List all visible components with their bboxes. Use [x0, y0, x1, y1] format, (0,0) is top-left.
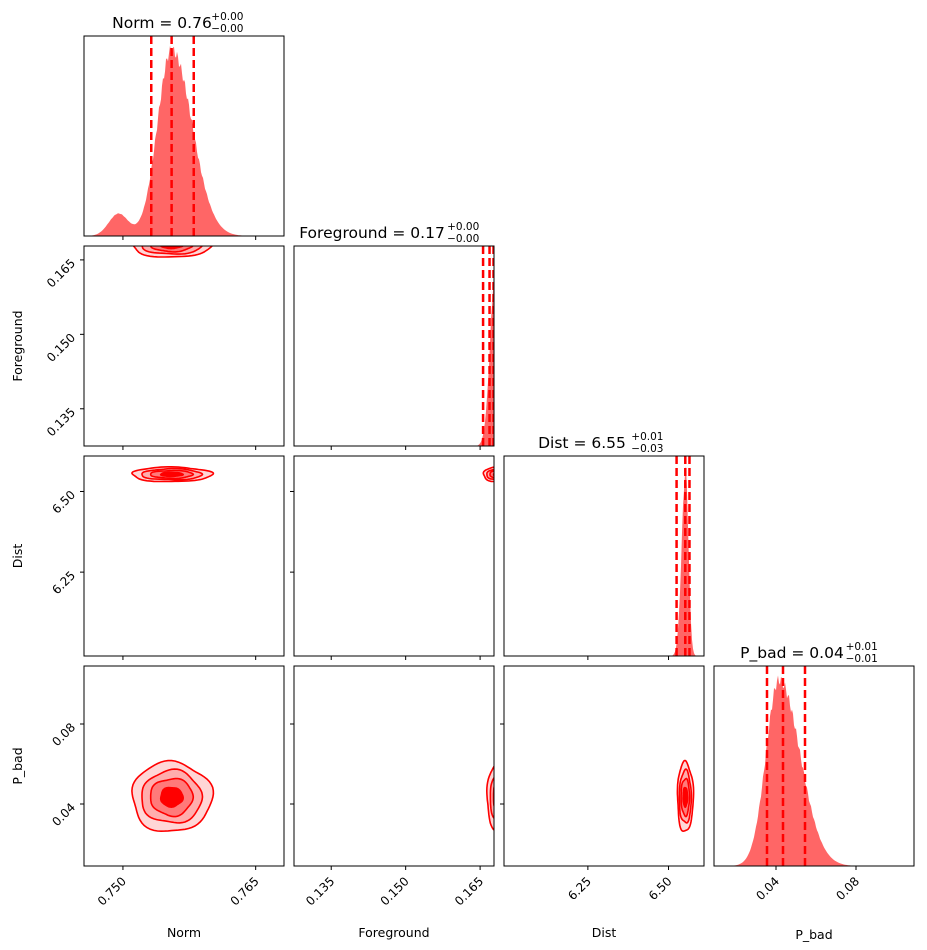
contour-level-4: [682, 786, 689, 809]
axes-frame-dist-foreground: [293, 455, 495, 657]
axes-frame-p_bad-dist: [503, 665, 705, 867]
axes-frame-dist-dist: [503, 455, 705, 657]
title-eq: =: [786, 644, 809, 662]
contours-foreground-vs-dist: [482, 466, 494, 483]
contour-level-2: [489, 776, 494, 820]
x-axis-label-foreground: Foreground: [358, 925, 429, 940]
contour-level-3: [492, 784, 494, 809]
panel-title-foreground: Foreground = 0.17 +0.00−0.00: [299, 221, 479, 245]
marginal-p_bad: [714, 666, 914, 866]
x-axis-label-dist: Dist: [592, 925, 617, 940]
title-main: Norm = 0.76: [112, 14, 212, 32]
contour-level-3: [489, 470, 494, 479]
y-axis-label-foreground: Foreground: [10, 310, 25, 381]
axes-frame-p_bad-p_bad: [713, 665, 915, 867]
axes-frame-dist-norm: [83, 455, 285, 657]
title-main: Foreground = 0.17: [299, 224, 445, 242]
title-value: 0.76: [177, 14, 212, 32]
title-value: 0.04: [809, 644, 844, 662]
x-axis-label-p_bad: P_bad: [795, 927, 832, 942]
panel-title-norm: Norm = 0.76 +0.00−0.00: [112, 11, 243, 35]
y-tick-label-foreground: 0.150: [44, 331, 78, 365]
contours-norm-vs-dist: [131, 466, 215, 483]
y-tick-label-dist: 6.50: [49, 488, 78, 517]
y-tick-label-foreground: 0.135: [44, 405, 78, 439]
title-plus-error: +0.01: [631, 431, 663, 443]
panel-title-dist: Dist = 6.55 +0.01−0.03: [538, 431, 663, 455]
title-eq: =: [569, 434, 592, 452]
y-tick-label-p_bad: 0.08: [49, 720, 78, 749]
x-tick-label-p_bad: 0.08: [833, 874, 862, 903]
marginal-foreground: [294, 246, 494, 446]
title-minus-error: −0.00: [447, 233, 479, 245]
title-name: Foreground: [299, 224, 387, 242]
title-main: Dist = 6.55: [538, 434, 626, 452]
contour-level-4: [159, 246, 184, 250]
x-tick-label-foreground: 0.135: [303, 874, 337, 908]
contours-dist-vs-p_bad: [676, 759, 695, 833]
x-axis-label-norm: Norm: [167, 925, 201, 940]
contour-level-4: [159, 471, 185, 478]
axes-frame-p_bad-foreground: [293, 665, 495, 867]
title-eq: =: [387, 224, 410, 242]
panel-title-p_bad: P_bad = 0.04 +0.01−0.01: [740, 641, 878, 665]
contour-level-4: [159, 786, 185, 809]
y-tick-label-dist: 6.25: [49, 568, 78, 597]
y-axis-label-p_bad: P_bad: [10, 747, 25, 784]
contours-foreground-vs-p_bad: [485, 765, 494, 831]
title-name: Norm: [112, 14, 154, 32]
x-tick-label-dist: 6.50: [646, 874, 675, 903]
x-tick-label-foreground: 0.150: [378, 874, 412, 908]
axes-frame-norm-norm: [83, 35, 285, 237]
contours-norm-vs-p_bad: [131, 759, 215, 833]
title-value: 0.17: [410, 224, 445, 242]
title-value: 6.55: [591, 434, 626, 452]
title-minus-error: −0.03: [631, 443, 663, 455]
y-tick-label-foreground: 0.165: [44, 256, 78, 290]
title-minus-error: −0.00: [211, 23, 243, 35]
marginal-area-p_bad: [714, 675, 914, 866]
contour-level-3: [149, 246, 194, 253]
marginal-norm: [84, 36, 284, 236]
x-tick-label-dist: 6.25: [565, 874, 594, 903]
contours-norm-vs-foreground: [132, 246, 214, 258]
marginal-dist: [504, 456, 704, 656]
title-main: P_bad = 0.04: [740, 644, 844, 663]
x-tick-label-p_bad: 0.04: [753, 874, 782, 903]
contour-level-4: [492, 472, 494, 477]
x-tick-label-norm: 0.765: [228, 874, 262, 908]
marginal-area-dist: [504, 466, 704, 656]
axes-frame-foreground-foreground: [293, 245, 495, 447]
y-tick-label-p_bad: 0.04: [49, 800, 78, 829]
title-name: Dist: [538, 434, 568, 452]
axes-frame-p_bad-norm: [83, 665, 285, 867]
marginal-area-foreground: [294, 268, 494, 446]
title-name: P_bad: [740, 644, 786, 663]
title-plus-error: +0.00: [211, 11, 243, 23]
marginal-area-norm: [84, 45, 284, 236]
title-plus-error: +0.00: [447, 221, 479, 233]
title-eq: =: [154, 14, 177, 32]
title-minus-error: −0.01: [846, 653, 878, 665]
x-tick-label-norm: 0.750: [95, 874, 129, 908]
title-plus-error: +0.01: [846, 641, 878, 653]
axes-frame-foreground-norm: [83, 245, 285, 447]
x-tick-label-foreground: 0.165: [452, 874, 486, 908]
y-axis-label-dist: Dist: [10, 544, 25, 569]
